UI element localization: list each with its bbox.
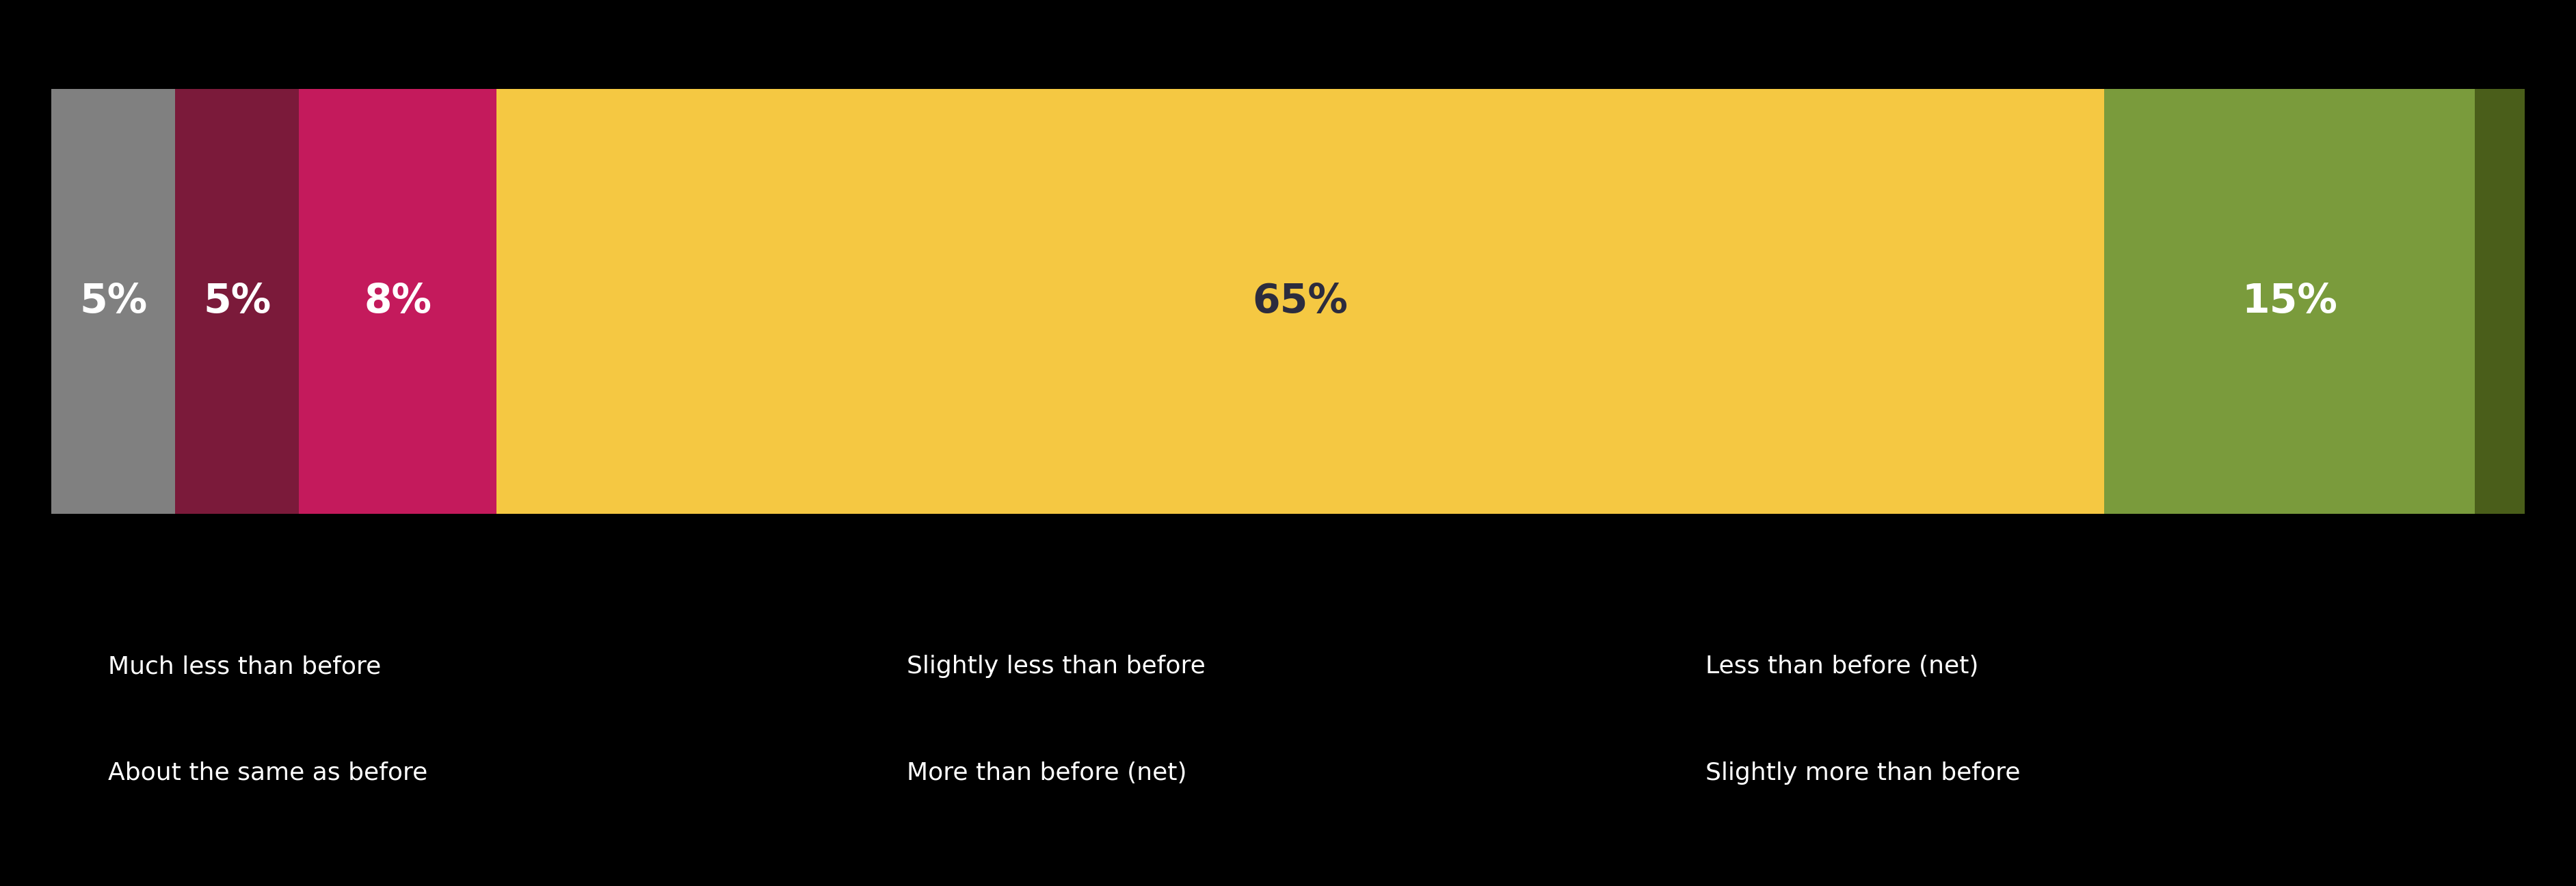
Text: 65%: 65%: [1252, 282, 1347, 321]
Text: 8%: 8%: [363, 282, 433, 321]
Text: 15%: 15%: [2241, 282, 2336, 321]
Text: Slightly less than before: Slightly less than before: [907, 655, 1206, 679]
Text: About the same as before: About the same as before: [108, 761, 428, 785]
Text: Much less than before: Much less than before: [108, 655, 381, 679]
Text: Slightly more than before: Slightly more than before: [1705, 761, 2020, 785]
Bar: [497, 89, 2105, 514]
Text: Less than before (net): Less than before (net): [1705, 655, 1978, 679]
Bar: [2105, 89, 2476, 514]
Bar: [52, 89, 175, 514]
Bar: [175, 89, 299, 514]
Text: 5%: 5%: [80, 282, 147, 321]
Text: More than before (net): More than before (net): [907, 761, 1188, 785]
Bar: [299, 89, 497, 514]
Text: 5%: 5%: [204, 282, 270, 321]
Bar: [2476, 89, 2524, 514]
